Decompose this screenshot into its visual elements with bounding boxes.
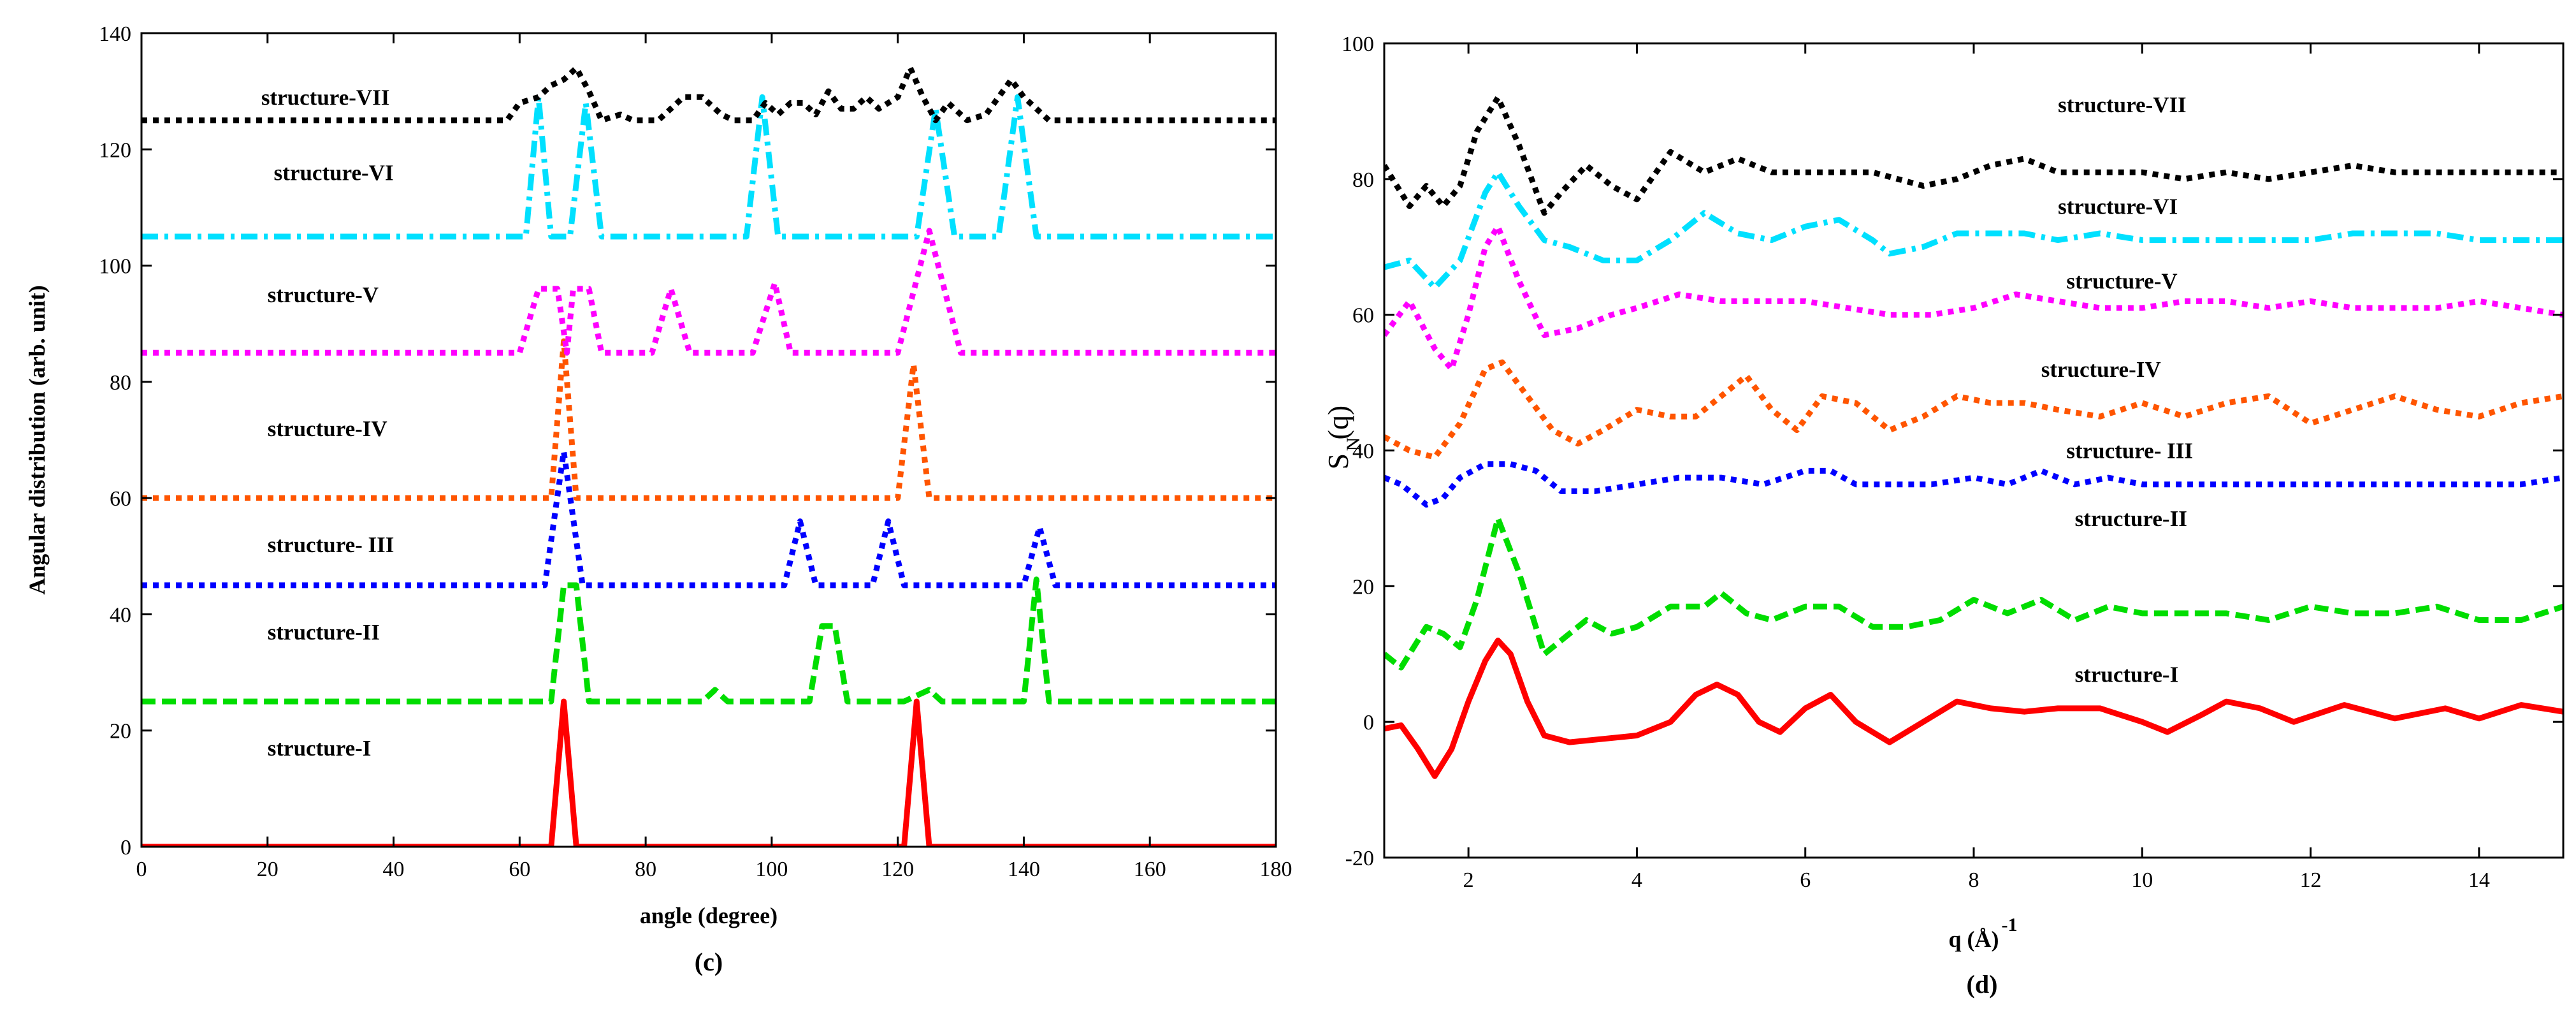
y-axis-label: Angular distribution (arb. unit) <box>24 285 50 594</box>
series-label-structure-vii: structure-VII <box>261 85 390 110</box>
x-tick-label: 120 <box>881 858 914 881</box>
x-tick-label: 14 <box>2468 868 2490 892</box>
x-tick-label: 20 <box>257 858 279 881</box>
series-line-structure-i <box>1384 638 2563 779</box>
series-line-structure-i <box>141 698 1276 847</box>
y-tick-label: 60 <box>110 487 131 511</box>
y-axis-label: SN(q) <box>1322 406 1364 470</box>
y-axis-label-subscript: N <box>1343 437 1364 451</box>
x-axis-label: q (Å) <box>1949 926 1999 952</box>
x-tick-label: 10 <box>2131 868 2153 892</box>
y-tick-label: 0 <box>120 836 131 860</box>
series-line-structure-iv <box>141 338 1276 501</box>
series-line-structure-vi <box>1384 169 2563 291</box>
series-label-structure-iii: structure- III <box>268 532 394 557</box>
y-tick-label: 80 <box>110 371 131 395</box>
series-label-structure-i: structure-I <box>268 736 372 761</box>
series-line-structure-v <box>1384 223 2563 372</box>
y-tick-label: 60 <box>1352 304 1374 328</box>
x-tick-label: 40 <box>383 858 405 881</box>
series-label-structure-ii: structure-II <box>268 620 380 645</box>
x-tick-label: 0 <box>136 858 147 881</box>
y-tick-label: 140 <box>99 22 131 46</box>
x-tick-label: 4 <box>1632 868 1642 892</box>
y-tick-label: 40 <box>110 603 131 627</box>
panel-tag: (d) <box>1967 970 1998 999</box>
series-label-structure-vii: structure-VII <box>2058 92 2187 117</box>
y-axis-label-suffix: (q) <box>1322 406 1354 440</box>
x-axis-label-superscript: -1 <box>2002 914 2018 935</box>
y-tick-label: 100 <box>99 255 131 279</box>
panel-tag: (c) <box>695 947 723 976</box>
panel-c-angular-distribution-chart: 0 20 40 60 80 100 120 140 160 180 0 20 40 60 80 100 120 1… <box>24 22 1292 976</box>
series-label-structure-v: structure-V <box>2066 268 2177 293</box>
series-label-structure-iv: structure-IV <box>2041 357 2161 382</box>
x-tick-label: 2 <box>1463 868 1474 892</box>
x-tick-label: 160 <box>1134 858 1166 881</box>
y-tick-label: 40 <box>1352 440 1374 464</box>
y-axis-label-main: S <box>1322 453 1354 470</box>
series-line-structure-iii <box>141 448 1276 589</box>
y-tick-label: 100 <box>1342 33 1374 56</box>
series-line-structure-vii <box>141 65 1276 124</box>
series-line-structure-ii <box>141 576 1276 705</box>
y-tick-label: 0 <box>1363 711 1374 735</box>
y-tick-label: -20 <box>1345 847 1374 870</box>
x-axis-label: angle (degree) <box>640 903 778 928</box>
series-label-structure-iv: structure-IV <box>268 416 387 441</box>
series-line-structure-ii <box>1384 515 2563 671</box>
series-line-structure-iv <box>1384 359 2563 460</box>
x-tick-label: 12 <box>2300 868 2322 892</box>
series-label-structure-v: structure-V <box>268 282 379 307</box>
plot-frame <box>1383 42 2565 859</box>
x-tick-label: 8 <box>1969 868 1979 892</box>
x-tick-label: 100 <box>755 858 788 881</box>
series-label-structure-i: structure-I <box>2075 662 2179 687</box>
series-label-structure-iii: structure- III <box>2066 439 2193 464</box>
series-line-structure-vii <box>1384 94 2563 216</box>
x-tick-label: 60 <box>509 858 530 881</box>
series-group <box>1384 94 2563 779</box>
y-tick-label: 80 <box>1352 168 1374 192</box>
series-label-structure-vi: structure-VI <box>2058 194 2178 219</box>
series-label-structure-ii: structure-II <box>2075 506 2187 531</box>
panel-d-structure-factor-chart: 2 4 6 8 10 12 14 -20 0 20 40 60 80 100 structure-I stru… <box>1322 33 2565 999</box>
series-group <box>141 65 1276 847</box>
y-tick-label: 120 <box>99 138 131 162</box>
x-tick-label: 80 <box>635 858 656 881</box>
x-tick-label: 140 <box>1008 858 1040 881</box>
plot-frame <box>140 32 1277 848</box>
series-line-structure-iii <box>1384 461 2563 508</box>
series-label-structure-vi: structure-VI <box>274 161 394 186</box>
y-tick-label: 20 <box>110 720 131 743</box>
y-tick-label: 20 <box>1352 575 1374 599</box>
series-line-structure-vi <box>141 94 1276 240</box>
x-tick-label: 6 <box>1800 868 1811 892</box>
x-tick-label: 180 <box>1260 858 1292 881</box>
series-line-structure-v <box>141 228 1276 356</box>
